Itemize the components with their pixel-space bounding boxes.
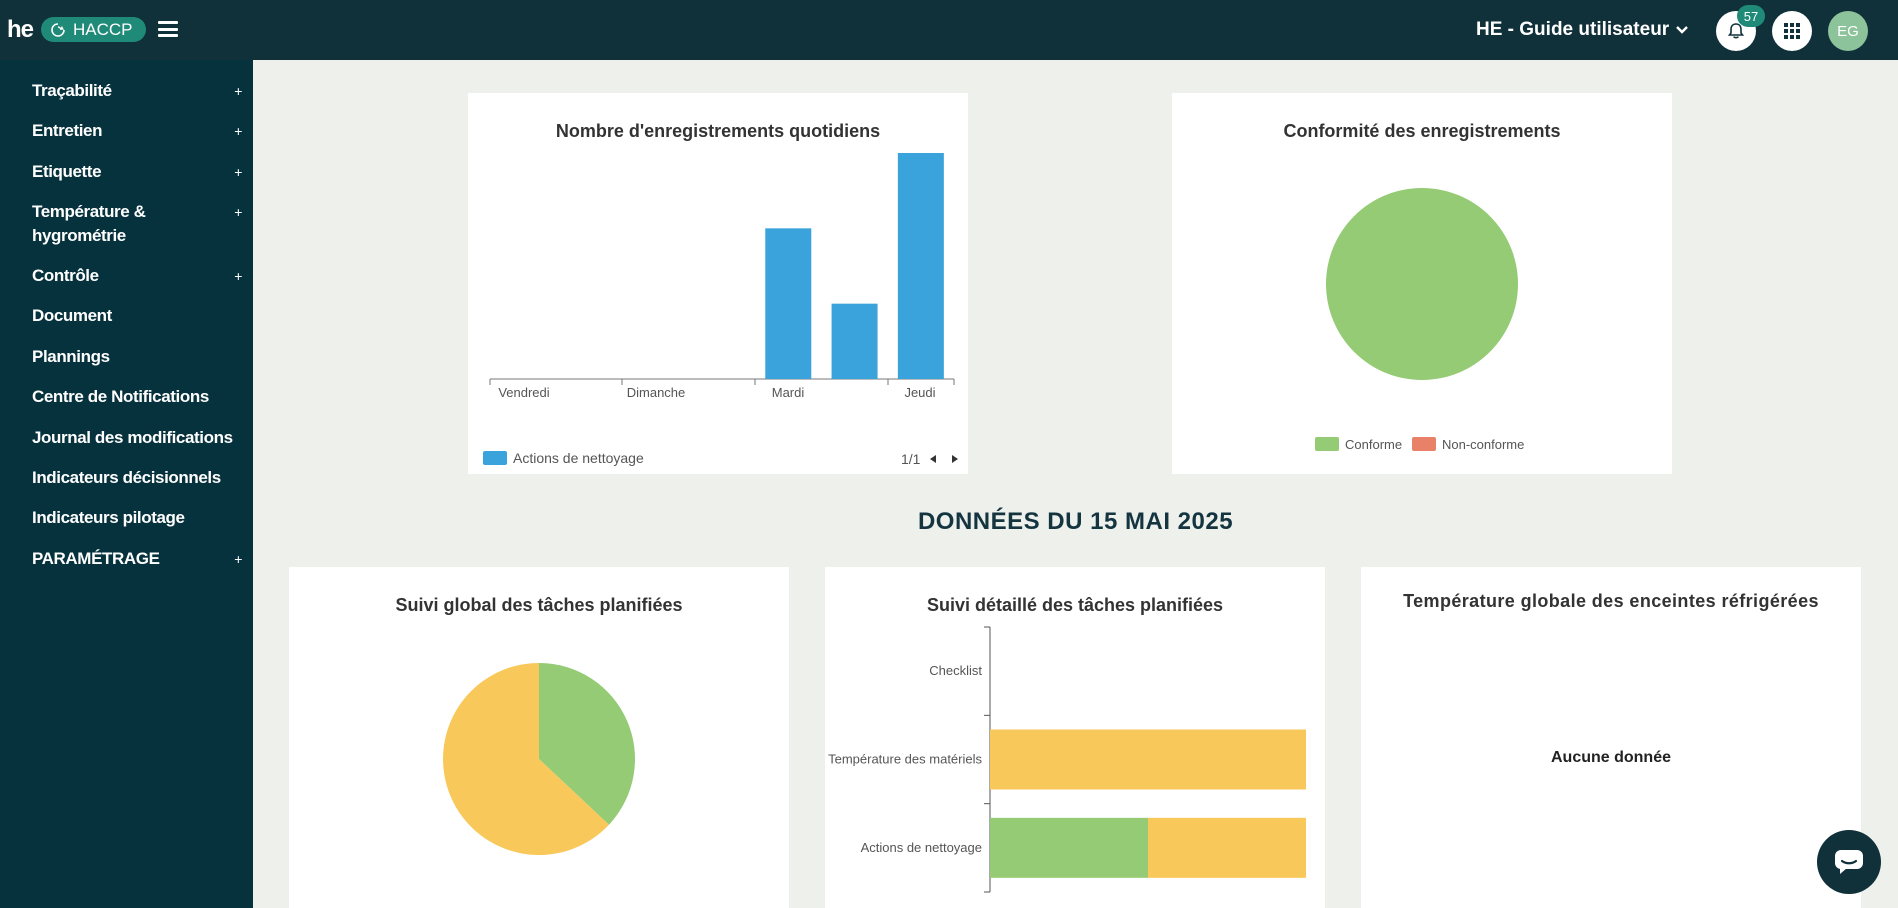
x-tick-label: Dimanche: [627, 385, 686, 400]
menu-toggle-icon[interactable]: [158, 20, 178, 38]
global-tasks-card: Suivi global des tâches planifiées: [289, 567, 789, 908]
sidebar-item-temperature[interactable]: Température & hygrométrie +: [32, 200, 242, 248]
sidebar-item-label: Indicateurs pilotage: [32, 508, 185, 527]
bar: [990, 817, 1148, 878]
pie-slice: [443, 663, 609, 855]
user-guide-dropdown[interactable]: HE - Guide utilisateur: [1476, 19, 1689, 41]
sidebar-item-notifications[interactable]: Centre de Notifications: [32, 385, 242, 409]
chart-title: Suivi global des tâches planifiées: [395, 595, 683, 615]
detailed-tasks-card: Suivi détaillé des tâches planifiées Che…: [825, 567, 1325, 908]
section-title: DONNÉES DU 15 MAI 2025: [917, 508, 1234, 535]
sidebar-item-entretien[interactable]: Entretien +: [32, 119, 242, 143]
sidebar-item-document[interactable]: Document: [32, 304, 232, 328]
pie-slice: [1326, 188, 1518, 380]
x-tick-label: Jeudi: [904, 385, 935, 400]
chart-title: Suivi détaillé des tâches planifiées: [926, 595, 1224, 615]
sidebar-item-indicateurs-pilotage[interactable]: Indicateurs pilotage: [32, 506, 232, 530]
bar: [831, 303, 878, 379]
chevron-left-icon[interactable]: [930, 455, 936, 463]
recycle-leaf-icon: [51, 22, 65, 37]
sidebar-item-journal[interactable]: Journal des modifications: [32, 426, 242, 450]
app-logo[interactable]: HACCP: [41, 17, 146, 42]
sidebar-item-label: Contrôle: [32, 266, 99, 285]
chat-button[interactable]: [1817, 830, 1881, 894]
daily-records-card: Nombre d'enregistrements quotidiens Vend…: [468, 93, 968, 474]
sidebar-item-label: Document: [32, 306, 112, 325]
notification-count-badge: 57: [1737, 5, 1765, 27]
legend-swatch: [483, 451, 507, 465]
sidebar-item-label: Plannings: [32, 347, 110, 366]
sidebar-item-tracabilite[interactable]: Traçabilité +: [32, 79, 242, 103]
grid-apps-icon: [1784, 23, 1800, 39]
expand-plus-icon: +: [234, 551, 242, 567]
chat-bubble-icon: [1835, 850, 1863, 874]
sidebar-item-label: Température & hygrométrie: [32, 202, 146, 245]
sidebar-item-label: Journal des modifications: [32, 428, 233, 447]
bar: [990, 729, 1306, 790]
conformity-chart: Conforme Non-conforme: [1315, 188, 1524, 452]
pie-slice: [539, 663, 635, 825]
chart-title: Conformité des enregistrements: [1283, 121, 1561, 141]
bar: [765, 228, 812, 379]
sidebar: Traçabilité + Entretien + Etiquette + Tempé…: [0, 60, 253, 908]
sidebar-item-plannings[interactable]: Plannings: [32, 345, 232, 369]
expand-plus-icon: +: [234, 164, 242, 180]
user-guide-label: HE - Guide utilisateur: [1476, 19, 1670, 40]
expand-plus-icon: +: [234, 268, 242, 284]
chevron-down-icon: [1676, 26, 1689, 34]
expand-plus-icon: +: [234, 83, 242, 99]
y-tick-label: Actions de nettoyage: [861, 840, 982, 855]
temperature-card: Température globale des enceintes réfrig…: [1361, 567, 1861, 908]
conformity-card: Conformité des enregistrements Conforme N…: [1172, 93, 1672, 474]
bar: [1148, 817, 1306, 878]
app-name: HACCP: [73, 19, 133, 39]
sidebar-item-label: Indicateurs décisionnels: [32, 468, 221, 487]
y-tick-label: Checklist: [929, 663, 982, 678]
detailed-tasks-chart: Checklist Température des matériels Action…: [828, 626, 1306, 893]
sidebar-item-parametrage[interactable]: PARAMÉTRAGE +: [32, 547, 242, 571]
logo-text: he: [7, 16, 34, 43]
legend-label: Conforme: [1345, 437, 1402, 452]
sidebar-item-label: PARAMÉTRAGE: [32, 549, 160, 568]
legend-swatch: [1315, 437, 1339, 451]
legend-label: Actions de nettoyage: [513, 450, 644, 466]
global-tasks-chart: [443, 663, 635, 855]
sidebar-item-label: Entretien: [32, 121, 103, 140]
chevron-right-icon[interactable]: [952, 455, 958, 463]
sidebar-item-label: Etiquette: [32, 162, 102, 181]
x-tick-label: Mardi: [772, 385, 805, 400]
legend-label: Non-conforme: [1442, 437, 1524, 452]
legend-pagination: 1/1: [901, 451, 921, 467]
sidebar-item-controle[interactable]: Contrôle +: [32, 264, 242, 288]
sidebar-item-etiquette[interactable]: Etiquette +: [32, 160, 242, 184]
sidebar-item-label: Centre de Notifications: [32, 387, 209, 406]
apps-button[interactable]: [1772, 11, 1812, 51]
no-data-message: Aucune donnée: [1550, 749, 1671, 766]
x-tick-label: Vendredi: [498, 385, 549, 400]
expand-plus-icon: +: [234, 204, 242, 220]
sidebar-item-indicateurs-decisionnels[interactable]: Indicateurs décisionnels: [32, 466, 242, 490]
bell-icon: [1727, 23, 1745, 39]
legend-swatch: [1412, 437, 1436, 451]
bar: [897, 153, 944, 379]
y-tick-label: Température des matériels: [828, 752, 982, 767]
expand-plus-icon: +: [234, 123, 242, 139]
top-bar: he HACCP HE - Guide utilisateur 57 EG: [0, 0, 1898, 60]
user-avatar[interactable]: EG: [1828, 11, 1868, 51]
sidebar-item-label: Traçabilité: [32, 81, 112, 100]
chart-title: Température globale des enceintes réfrig…: [1403, 591, 1819, 611]
daily-records-chart: Vendredi Dimanche Mardi Jeudi Actions de net…: [483, 153, 958, 467]
chart-title: Nombre d'enregistrements quotidiens: [555, 121, 881, 141]
